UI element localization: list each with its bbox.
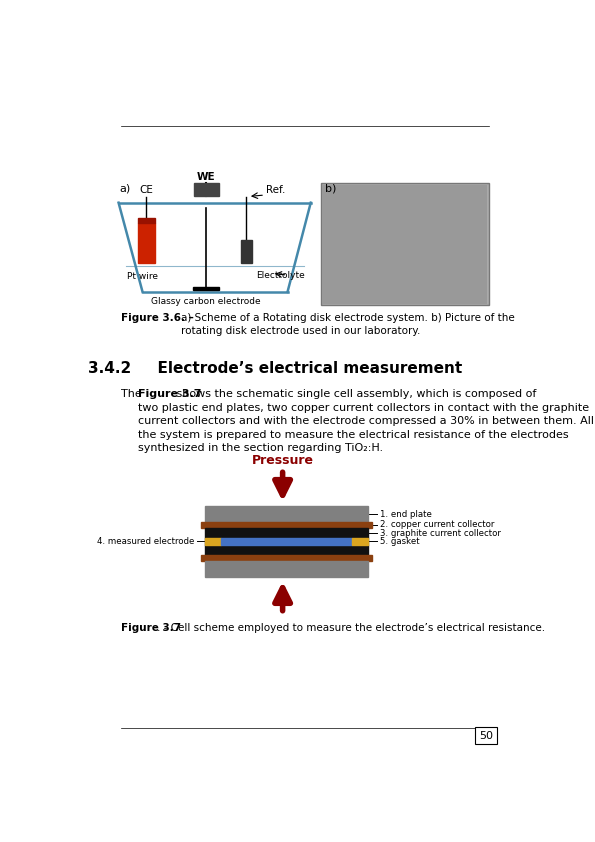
Text: 3. graphite current collector: 3. graphite current collector <box>380 529 501 537</box>
Bar <box>138 218 155 222</box>
Text: a) Scheme of a Rotating disk electrode system. b) Picture of the
rotating disk e: a) Scheme of a Rotating disk electrode s… <box>180 312 514 336</box>
Bar <box>205 545 368 556</box>
Text: Pt wire: Pt wire <box>127 272 158 281</box>
Bar <box>201 522 372 528</box>
Text: WE: WE <box>197 172 215 182</box>
Text: 50: 50 <box>479 731 493 740</box>
Bar <box>352 538 368 545</box>
Bar <box>205 538 221 545</box>
Bar <box>194 184 218 195</box>
Bar <box>138 222 155 263</box>
Bar <box>205 561 368 577</box>
Text: Pressure: Pressure <box>252 454 314 466</box>
Text: Ref.: Ref. <box>266 185 285 195</box>
Text: 4. measured electrode: 4. measured electrode <box>97 537 194 546</box>
Text: Figure 3.6. –: Figure 3.6. – <box>121 312 198 322</box>
Text: 2. copper current collector: 2. copper current collector <box>380 520 494 530</box>
Bar <box>205 538 368 545</box>
Bar <box>201 556 372 561</box>
Bar <box>205 506 368 522</box>
Bar <box>322 185 487 304</box>
Bar <box>205 528 368 538</box>
Text: CE: CE <box>139 185 154 195</box>
Text: 5. gasket: 5. gasket <box>380 537 420 546</box>
Text: b): b) <box>325 184 336 194</box>
Text: Figure 3.7: Figure 3.7 <box>121 623 181 633</box>
Bar <box>221 538 352 545</box>
Text: The: The <box>121 389 145 399</box>
Bar <box>321 184 489 305</box>
Text: Electrolyte: Electrolyte <box>256 270 305 280</box>
Text: Figure 3.7: Figure 3.7 <box>137 389 201 399</box>
Text: 3.4.2     Electrode’s electrical measurement: 3.4.2 Electrode’s electrical measurement <box>89 360 463 376</box>
Text: shows the schematic single cell assembly, which is composed of
two plastic end p: shows the schematic single cell assembly… <box>137 389 594 454</box>
Text: a): a) <box>120 184 130 194</box>
Bar <box>241 240 252 263</box>
Bar <box>193 286 220 290</box>
Text: Glassy carbon electrode: Glassy carbon electrode <box>151 296 261 306</box>
Text: . - Cell scheme employed to measure the electrode’s electrical resistance.: . - Cell scheme employed to measure the … <box>157 623 546 633</box>
Text: 1. end plate: 1. end plate <box>380 509 432 519</box>
